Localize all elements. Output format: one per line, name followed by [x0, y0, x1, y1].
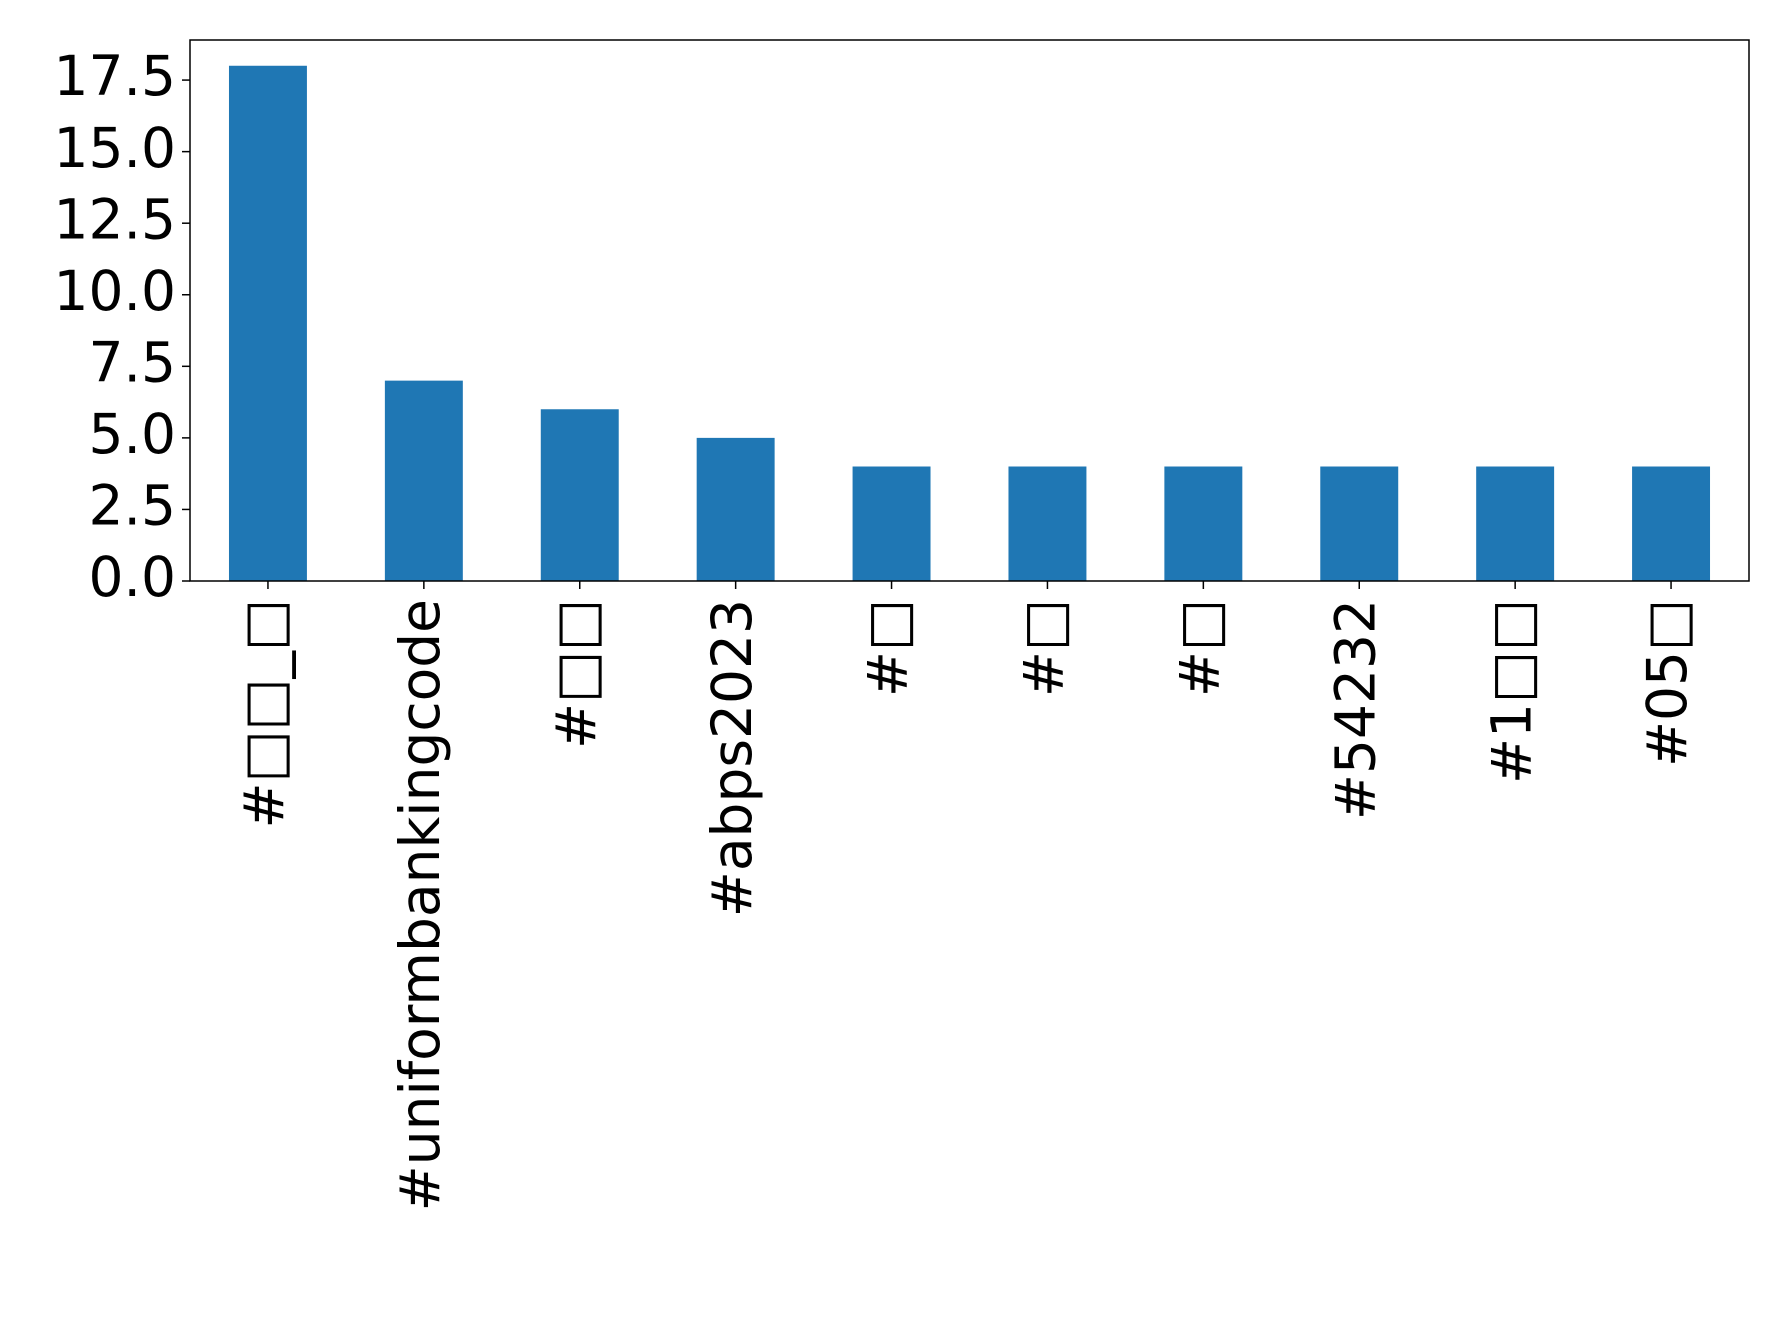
bar — [1320, 466, 1399, 581]
x-tick-label: #1□□ — [1479, 599, 1543, 784]
bar — [852, 466, 931, 581]
y-tick-label: 10.0 — [54, 259, 176, 323]
y-tick-label: 5.0 — [89, 402, 176, 466]
plot-frame — [189, 39, 1750, 582]
x-tick-label: #□ — [1167, 599, 1231, 697]
bar — [696, 437, 775, 581]
x-tick-label: #□□_□ — [232, 599, 296, 828]
bar — [1632, 466, 1711, 581]
bar — [228, 65, 307, 581]
y-tick-label: 17.5 — [54, 44, 176, 108]
x-tick-label: #05□ — [1635, 599, 1699, 767]
y-tick-label: 2.5 — [89, 474, 176, 538]
bar — [384, 380, 463, 581]
bar — [540, 409, 619, 581]
y-tick-label: 7.5 — [89, 330, 176, 394]
x-tick-label: #abps2023 — [700, 599, 764, 917]
x-tick-label: #uniformbankingcode — [388, 599, 452, 1211]
y-tick-label: 12.5 — [54, 187, 176, 251]
x-tick-label: #□ — [1012, 599, 1076, 697]
bar — [1476, 466, 1555, 581]
x-tick-label: #54232 — [1323, 599, 1387, 820]
y-tick-label: 15.0 — [54, 116, 176, 180]
bar — [1008, 466, 1087, 581]
y-tick-label: 0.0 — [89, 545, 176, 609]
bar — [1164, 466, 1243, 581]
x-tick-label: #□□ — [544, 599, 608, 749]
x-tick-label: #□ — [856, 599, 920, 697]
